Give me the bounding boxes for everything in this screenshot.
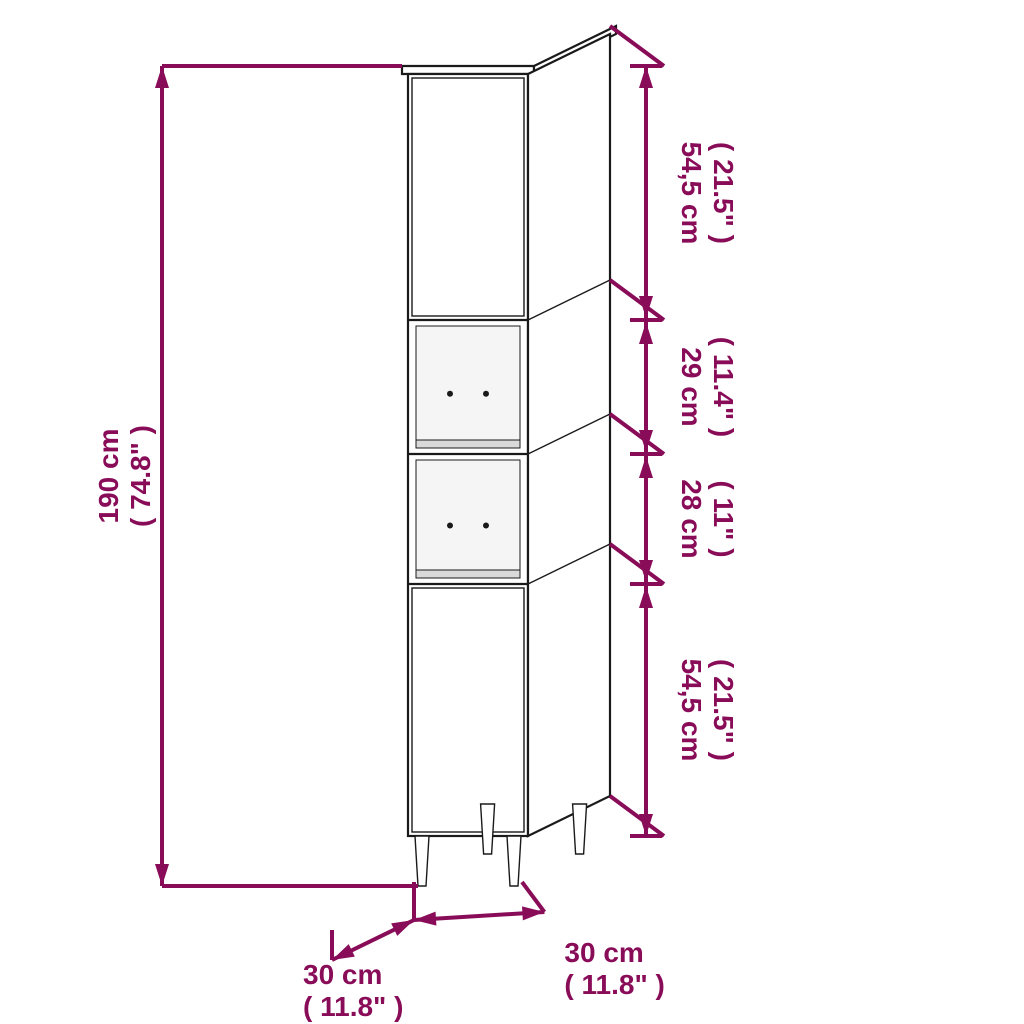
cabinet-drawing (402, 26, 616, 886)
dim-section-bottom-cm: 54,5 cm (676, 659, 707, 762)
dim-width-in: ( 11.8" ) (564, 969, 664, 1000)
dim-total-height-in: ( 74.8" ) (125, 425, 156, 527)
dim-section-shelf1-in: ( 11.4" ) (708, 337, 739, 437)
dim-section-top-cm: 54,5 cm (676, 142, 707, 245)
dim-depth-cm: 30 cm (303, 959, 382, 990)
dim-section-shelf2-in: ( 11" ) (708, 480, 739, 557)
dim-section-top-in: ( 21.5" ) (708, 142, 739, 244)
dim-depth-in: ( 11.8" ) (303, 991, 403, 1022)
dim-width-cm: 30 cm (564, 937, 643, 968)
dim-total-height-cm: 190 cm (93, 429, 124, 524)
dim-section-shelf1-cm: 29 cm (676, 347, 707, 426)
dim-section-bottom-in: ( 21.5" ) (708, 659, 739, 761)
dim-section-shelf2-cm: 28 cm (676, 479, 707, 558)
